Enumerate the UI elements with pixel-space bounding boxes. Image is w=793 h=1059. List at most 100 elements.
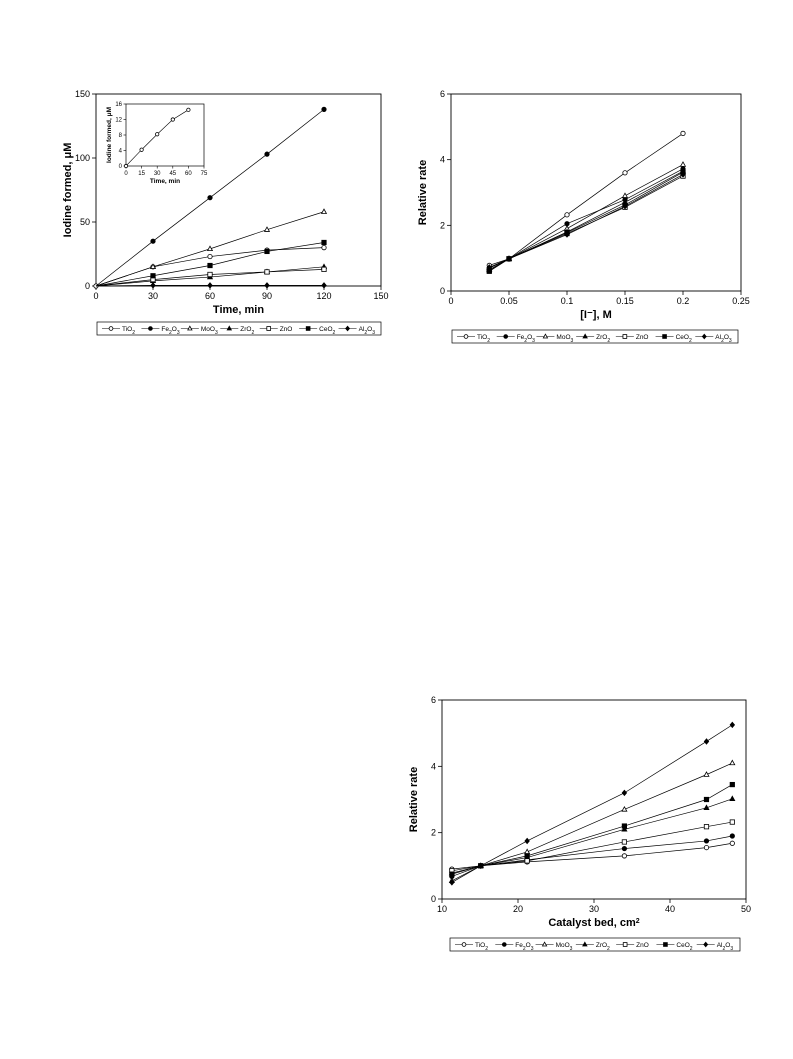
legend-sub: 2 [524, 338, 527, 344]
data-point [207, 282, 213, 289]
series-ZnO [449, 819, 735, 874]
legend-box [96, 321, 382, 336]
legend-marker [622, 334, 628, 339]
legend-sub: 2 [251, 330, 254, 336]
x-tick-label: 20 [513, 904, 523, 914]
data-point [703, 771, 710, 777]
legend-label: CeO2 [676, 942, 692, 952]
x-tick-label: 50 [741, 904, 751, 914]
data-point [621, 825, 628, 832]
data-point [622, 170, 628, 176]
data-point [524, 853, 530, 859]
data-point [703, 838, 710, 844]
chart-1: 0 0.05 0.1 0.15 0.2 0.25 0 2 4 6 [I⁻], M Relative r… [417, 89, 750, 344]
x-axis-label-sup: 2 [636, 918, 640, 925]
legend-entry: ZnO [616, 942, 649, 949]
legend-sub: 3 [570, 946, 573, 952]
legend-marker [622, 942, 628, 947]
data-point [320, 208, 328, 214]
data-point [679, 161, 687, 167]
legend-marker [542, 333, 549, 339]
legend-label: ZnO [280, 326, 293, 333]
legend-label-2: O [725, 942, 730, 949]
x-tick-label: 10 [437, 904, 447, 914]
data-point [478, 862, 484, 870]
inset-y-axis-label: Iodine formed, μM [106, 107, 113, 163]
data-point [703, 796, 710, 803]
x-axis-label: Catalyst bed, cm2 [548, 917, 639, 929]
data-point [622, 203, 628, 210]
data-point [703, 804, 710, 810]
x-tick-label: 0.1 [561, 296, 574, 306]
data-point [729, 759, 736, 766]
legend-label: MoO3 [556, 942, 573, 952]
data-point [506, 255, 512, 263]
x-axis-label: [I⁻], M [580, 309, 611, 321]
data-point [449, 879, 455, 886]
legend-marker [226, 325, 233, 331]
data-point [263, 226, 271, 232]
legend-marker [461, 942, 467, 947]
data-point [729, 781, 735, 788]
legend-sub: 3 [215, 330, 218, 336]
legend-sub: 2 [487, 338, 490, 344]
legend-sub-2: 3 [531, 946, 534, 952]
legend-label: ZnO [636, 334, 649, 341]
series-CeO2 [486, 169, 686, 274]
x-tick-label: 0.25 [732, 296, 750, 306]
x-tick-label: 40 [665, 904, 675, 914]
data-point [264, 282, 270, 289]
legend-entry: Al2O3 [695, 333, 732, 344]
data-point [703, 844, 710, 851]
series-line [451, 821, 733, 872]
legend-label: ZrO2 [240, 326, 254, 336]
y-tick-label: 0 [431, 894, 436, 904]
data-point [207, 253, 213, 260]
legend-entry: Al2O3 [338, 325, 375, 336]
legend-entry: Fe2O3 [496, 334, 535, 344]
legend-marker [662, 334, 667, 339]
plot-frame [441, 699, 747, 900]
series-line [451, 724, 733, 883]
legend-entry: CeO2 [655, 334, 692, 344]
legend-label: Fe2O3 [517, 334, 535, 344]
legend-label: TiO2 [122, 326, 135, 336]
legend-marker [503, 334, 509, 339]
legend-label: ZrO2 [596, 942, 610, 952]
series-line [451, 842, 733, 870]
series-TiO2 [449, 840, 735, 872]
data-point [621, 839, 628, 845]
legend-entry: MoO3 [180, 325, 218, 336]
legend: TiO2 Fe2O3 MoO3 ZrO2 ZnO CeO2 Al2O3 [449, 937, 741, 952]
data-point [321, 282, 327, 289]
series-Al2O3 [95, 282, 327, 289]
inset-x-tick-label: 45 [169, 171, 176, 177]
legend-label: MoO3 [201, 326, 218, 336]
series-line [489, 168, 684, 269]
inset-y-tick-label: 16 [115, 102, 122, 108]
legend-marker [148, 326, 153, 331]
legend: TiO2 Fe2O3 MoO3 ZrO2 ZnO CeO2 Al2O3 [96, 321, 382, 336]
legend-label: TiO2 [477, 334, 490, 344]
legend-label-2: O [527, 334, 532, 341]
inset-y-tick-label: 4 [119, 149, 123, 155]
legend-entry: Fe2O3 [141, 326, 180, 336]
legend-marker [266, 326, 272, 331]
legend-entry: MoO3 [536, 333, 574, 344]
legend-marker [345, 325, 350, 332]
data-point [729, 795, 736, 801]
legend-label: CeO2 [319, 326, 335, 336]
inset-y-tick-label: 8 [119, 133, 123, 139]
series-Al2O3 [449, 721, 736, 886]
legend-marker [703, 941, 709, 948]
legend-entry: CeO2 [299, 326, 336, 336]
series-line [489, 133, 684, 266]
legend-sub: 2 [607, 338, 610, 344]
x-tick-label: 0 [93, 291, 98, 301]
inset-x-tick-label: 60 [185, 171, 192, 177]
data-point [264, 151, 270, 157]
inset-frame [125, 103, 205, 167]
y-tick-label: 50 [80, 217, 90, 227]
legend-entry: TiO2 [455, 942, 488, 952]
legend: TiO2 Fe2O3 MoO3 ZrO2 ZnO CeO2 Al2O3 [451, 329, 739, 344]
